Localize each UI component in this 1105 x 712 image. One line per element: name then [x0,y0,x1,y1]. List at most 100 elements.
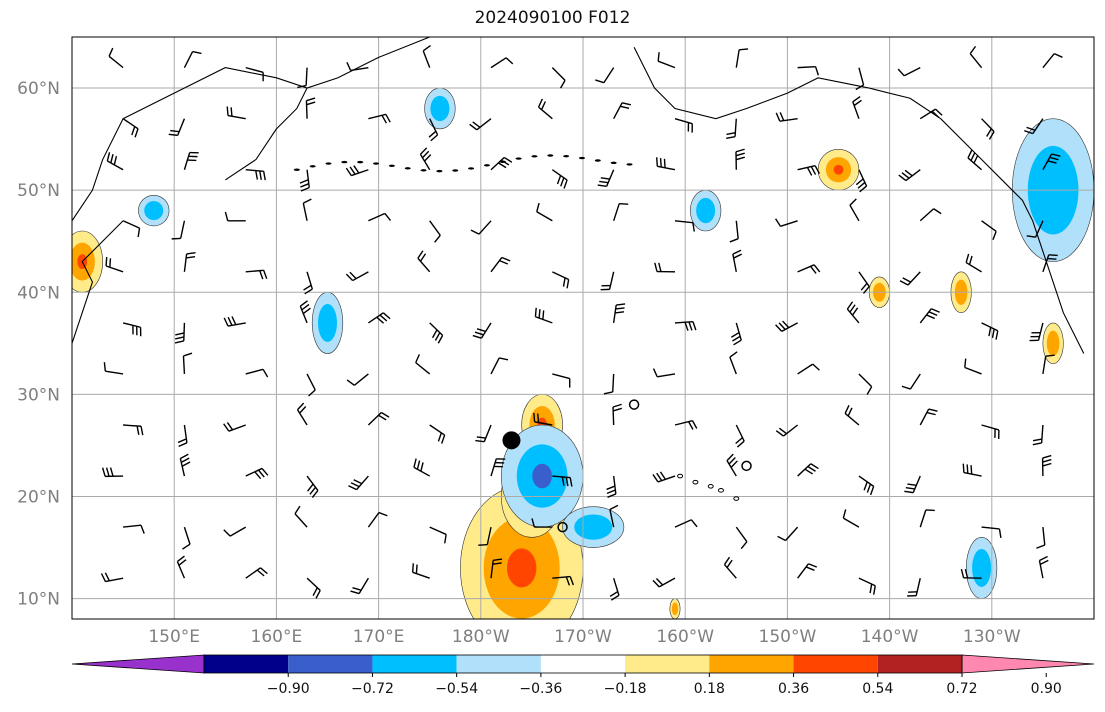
island [578,156,585,160]
latitude-label: 60°N [17,79,60,99]
latitude-label: 20°N [17,487,60,507]
wind-barb [183,50,202,68]
wind-barb [797,65,820,76]
colorbar-tick-label: 0.18 [694,681,725,697]
island [594,159,601,162]
wind-barb [177,424,188,447]
map-title: 2024090100 F012 [474,8,631,28]
wind-barb [122,118,139,138]
wind-barb [305,97,316,119]
wind-barb [303,271,313,295]
negative-anomaly-area [144,201,164,221]
wind-barb [429,322,444,344]
wind-barb [552,475,573,487]
wind-barb [429,220,441,243]
wind-barb [655,157,676,171]
longitude-label: 160°W [656,627,714,647]
wind-barb [411,563,430,579]
island [373,162,380,165]
colorbar-tick-label: −0.72 [351,681,394,697]
wind-barb [368,212,392,222]
island [293,168,300,171]
island [420,169,427,172]
wind-barb [245,567,268,579]
negative-anomaly-area [430,95,450,122]
wind-barb [919,308,940,324]
longitude-label: 170°E [353,627,405,647]
wind-barb [534,307,553,324]
wind-barb [729,351,738,375]
wind-barb [536,202,553,222]
colorbar-tick-label: −0.18 [604,681,647,697]
wind-barb [919,108,943,120]
wind-barb [969,45,983,69]
wind-barb [422,44,431,68]
wind-barb [609,577,620,601]
colorbar-tick-label: 0.72 [946,681,977,697]
wind-barb [597,169,615,187]
wind-barb [367,312,391,324]
island [404,167,411,170]
island [733,496,740,501]
wind-barb [1029,322,1044,342]
wind-barb [919,208,942,222]
wind-barb [962,463,982,477]
wind-barb [907,578,921,597]
island [483,164,490,167]
positive-anomaly-area [506,548,537,588]
wind-barb [674,519,698,528]
wind-barb [674,320,697,331]
wind-barb [775,112,798,122]
colorbar-tick-label: 0.54 [862,681,893,697]
colorbar-segment [204,655,289,673]
storm-center-marker [502,431,521,450]
wind-barb [533,412,553,426]
wind-barb [842,509,860,528]
wind-barb [797,264,821,274]
positive-anomaly-area [671,602,679,616]
wind-barb [182,352,193,374]
open-circle-marker [741,460,752,472]
colorbar-segment [709,655,794,673]
wind-barb [1042,354,1055,375]
wind-barb [350,577,369,595]
wind-barb [537,98,553,120]
wind-barb [346,373,369,386]
island [341,160,348,164]
wind-barb [612,202,629,222]
wind-barb [223,316,246,327]
wind-barb [652,577,676,588]
wind-barb [103,362,124,375]
wind-barb [735,424,745,448]
wind-barb [470,220,492,235]
wind-barb [775,424,799,437]
positive-anomaly-area [1046,330,1060,356]
island [692,479,699,485]
wind-barb [226,106,246,120]
wind-barb [168,118,186,137]
wind-barb [346,61,369,72]
island [388,164,395,168]
wind-barb [735,48,749,68]
wind-barb [245,169,266,181]
wind-barb [179,453,191,477]
wind-barb [478,526,492,546]
wind-barb [899,271,921,286]
wind-barbs [100,44,1063,601]
colorbar-tick-label: −0.54 [435,681,478,697]
colorbar-tick-label: 0.90 [1031,681,1062,697]
wind-barb [904,475,921,494]
island [547,154,554,157]
wind-barb [490,57,514,69]
wind-barb [490,458,506,477]
wind-barb [981,220,997,241]
wind-barb [469,118,492,131]
colorbar-frame [203,654,963,674]
wind-barb [101,467,124,478]
longitude-labels: 150°E 160°E 170°E 180°W 170°W 160°W 150°W 140°W… [148,627,1021,647]
wind-barb [852,96,862,119]
wind-barb [475,424,492,443]
wind-barb [849,198,860,222]
coastline [224,87,308,181]
